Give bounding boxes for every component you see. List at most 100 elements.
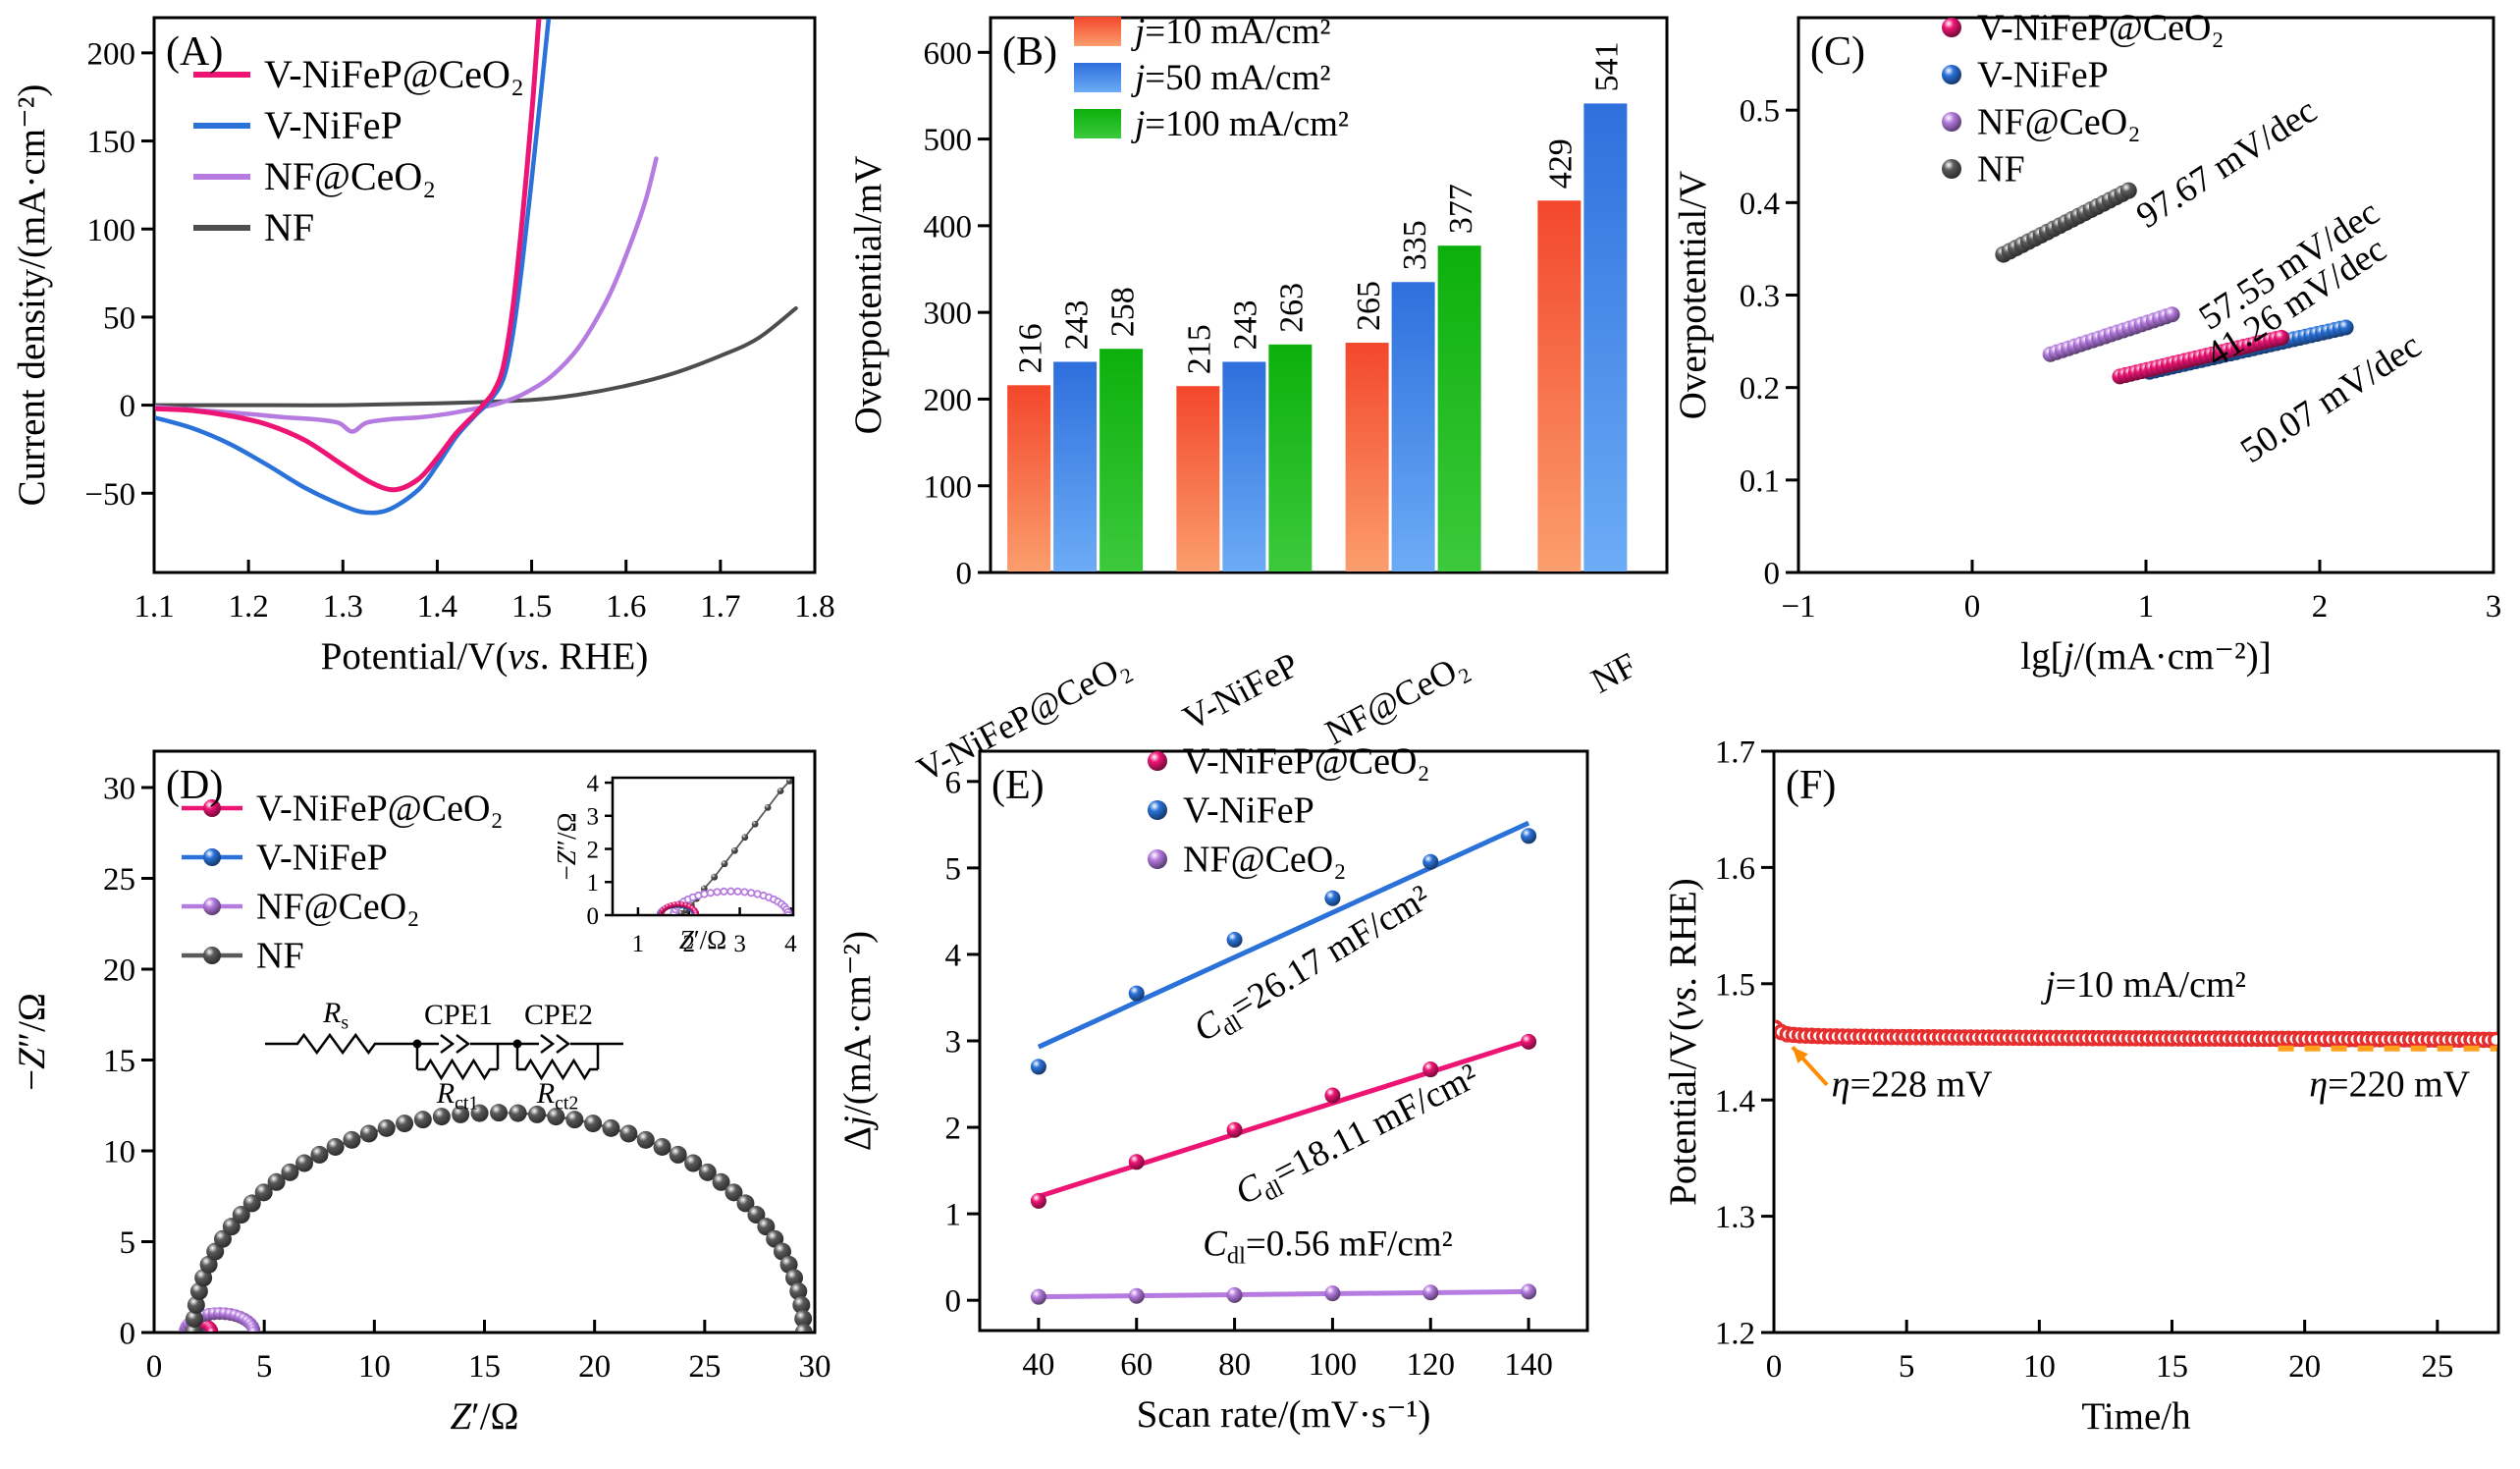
plot-frame — [152, 16, 817, 574]
category-label: NF — [1584, 645, 1642, 701]
chart-B: 0 100 200 300 400 500 600 Overpotential/mV 216 24… — [847, 12, 1669, 789]
legend-label: V-NiFeP — [1977, 55, 2109, 96]
axes: 0 1 2 3 4 1 2 3 4 Z′/Ω −Z″/Ω — [552, 771, 797, 957]
y-tick-label: 150 — [87, 125, 136, 160]
panel-f: 1.2 1.3 1.4 1.5 1.6 1.7 0 5 10 15 20 25 Time/h Potent… — [1662, 734, 2520, 1469]
x-tick-label: 30 — [799, 1349, 831, 1385]
x-tick-label: 3 — [733, 931, 746, 957]
y-tick-label: 1.5 — [1715, 967, 1755, 1003]
bar — [1583, 103, 1628, 571]
x-tick-label: 20 — [2288, 1349, 2321, 1385]
annotation-arrow — [1791, 1045, 1829, 1087]
x-axis-label: Z′/Ω — [679, 925, 727, 954]
x-tick-label: 0 — [1964, 589, 1981, 625]
y-tick-label: 0 — [956, 557, 973, 592]
svg-text:CPE1: CPE1 — [424, 999, 493, 1031]
series-nf — [185, 1104, 813, 1332]
series-v-nifep — [1030, 820, 1537, 1075]
x-tick-label: 25 — [688, 1349, 721, 1385]
inset-chart: 0 1 2 3 4 1 2 3 4 Z′/Ω −Z″/Ω — [552, 771, 797, 957]
y-axis-label: Overpotential/V — [1672, 171, 1714, 419]
annotation-text: η=228 mV — [1832, 1064, 1993, 1106]
series-v-nifep-ceo2-stability — [1775, 1019, 2497, 1049]
y-tick-label: 200 — [924, 383, 973, 418]
series-nf-ceo2 — [1030, 1283, 1537, 1305]
bar-value-label: 258 — [1104, 287, 1141, 337]
x-axis-label: Time/h — [2081, 1395, 2190, 1438]
series-nf — [1995, 182, 2137, 263]
chart-F: 1.2 1.3 1.4 1.5 1.6 1.7 0 5 10 15 20 25 Time/h Potent… — [1662, 735, 2500, 1438]
y-tick-label: 0 — [1764, 557, 1781, 592]
series-layer — [178, 1104, 813, 1332]
y-tick-label: 1.3 — [1715, 1200, 1755, 1235]
panel-label: (C) — [1810, 29, 1865, 75]
bar — [1222, 361, 1266, 571]
legend-label: NF@CeO₂ — [256, 887, 419, 928]
x-tick-label: 10 — [2023, 1349, 2056, 1385]
bar — [1391, 282, 1435, 571]
legend-label: NF@CeO₂ — [1183, 840, 1346, 881]
legend: V-NiFeP@CeO₂ V-NiFeP NF@CeO₂ — [1148, 741, 1430, 881]
x-tick-label: 1.6 — [606, 589, 646, 625]
bar-value-label: 429 — [1543, 138, 1580, 189]
bar — [1537, 200, 1582, 571]
chart-C: 00.10.20.30.40.5−1 0 1 2 3lg[j/(mA·cm⁻²)]Ove… — [1672, 8, 2501, 678]
svg-text:Rct1: Rct1 — [436, 1077, 479, 1115]
y-tick-label: 1.7 — [1715, 735, 1755, 771]
series-layer — [1995, 182, 2354, 385]
y-tick-label: 1 — [945, 1198, 962, 1233]
equivalent-circuit-diagram: Rs CPE1 CPE2 Rct1 Rct2 — [265, 997, 623, 1115]
y-tick-label: 2 — [587, 837, 600, 863]
legend-label: j=100 mA/cm² — [1131, 104, 1349, 144]
legend-label: V-NiFeP — [256, 838, 388, 879]
panel-label: (B) — [1002, 29, 1057, 75]
axes: 1.2 1.3 1.4 1.5 1.6 1.7 0 5 10 15 20 25 Time/h Potent… — [1662, 735, 2453, 1438]
panel-label: (E) — [992, 763, 1045, 808]
series-layer — [656, 779, 792, 914]
x-tick-label: 40 — [1022, 1347, 1054, 1383]
x-axis-label: Potential/V(vs. RHE) — [321, 635, 649, 678]
series-nf-ceo2 — [2042, 306, 2180, 362]
axes: 00.10.20.30.40.5−1 0 1 2 3lg[j/(mA·cm⁻²)]Ove… — [1672, 94, 2501, 678]
y-tick-label: 1.6 — [1715, 851, 1755, 887]
bar — [1345, 343, 1389, 571]
legend: V-NiFeP@CeO₂ V-NiFeP NF@CeO₂ NF — [193, 52, 524, 249]
bar — [1053, 361, 1098, 571]
y-tick-label: 30 — [103, 772, 135, 807]
y-tick-label: 50 — [103, 300, 135, 336]
x-tick-label: 60 — [1120, 1347, 1153, 1383]
panel-a-chart: −50 0 50 100 150 200 1.1 1.2 1.3 1.4 1.5 1.6 1.7 1.8 P… — [11, 16, 835, 678]
axes: −50 0 50 100 150 200 1.1 1.2 1.3 1.4 1.5 1.6 1.7 1.8 P… — [11, 36, 835, 678]
x-tick-label: 1.7 — [700, 589, 740, 625]
y-tick-label: 0.3 — [1740, 279, 1780, 314]
panel-f-chart: 1.2 1.3 1.4 1.5 1.6 1.7 0 5 10 15 20 25 Time/h Potent… — [1662, 735, 2500, 1438]
y-tick-label: 3 — [587, 804, 600, 831]
x-tick-label: 3 — [2486, 589, 2502, 625]
y-tick-label: 0.4 — [1740, 187, 1780, 222]
panel-b-chart: 0 100 200 300 400 500 600 Overpotential/mV 216 24… — [847, 12, 1669, 789]
svg-text:CPE2: CPE2 — [524, 999, 593, 1031]
panel-c: 0 0.1 0.2 0.3 0.4 0.5 −1 0 1 2 3 lg[j/(mA·cm⁻²)] Ove… — [1672, 0, 2520, 734]
bar-value-label: 541 — [1589, 41, 1626, 91]
x-tick-label: 80 — [1218, 1347, 1251, 1383]
y-tick-label: 300 — [924, 297, 973, 332]
y-tick-label: 20 — [103, 953, 135, 989]
y-tick-label: −50 — [84, 477, 135, 513]
series-v-nifep-ceo2 — [155, 19, 542, 493]
x-tick-label: 1.1 — [134, 589, 174, 625]
annotation-text: η=220 mV — [2309, 1064, 2470, 1106]
panel-c-chart: 00.10.20.30.40.5−1 0 1 2 3lg[j/(mA·cm⁻²)]Ove… — [1672, 8, 2501, 678]
y-tick-label: 6 — [945, 765, 962, 800]
panel-label: (A) — [166, 29, 223, 75]
plot-frame — [1796, 16, 2495, 574]
y-tick-label: 0 — [587, 903, 600, 930]
x-tick-label: 120 — [1407, 1347, 1456, 1383]
x-tick-label: 1.4 — [417, 589, 457, 625]
legend-label: NF@CeO₂ — [1977, 102, 2140, 143]
x-tick-label: 1.3 — [323, 589, 363, 625]
chart-A: −50 0 50 100 150 200 1.1 1.2 1.3 1.4 1.5 1.6 1.7 1.8 P… — [11, 16, 835, 678]
x-tick-label: 2 — [2312, 589, 2329, 625]
bar-value-label: 263 — [1274, 283, 1311, 333]
series-layer — [1030, 820, 1537, 1305]
